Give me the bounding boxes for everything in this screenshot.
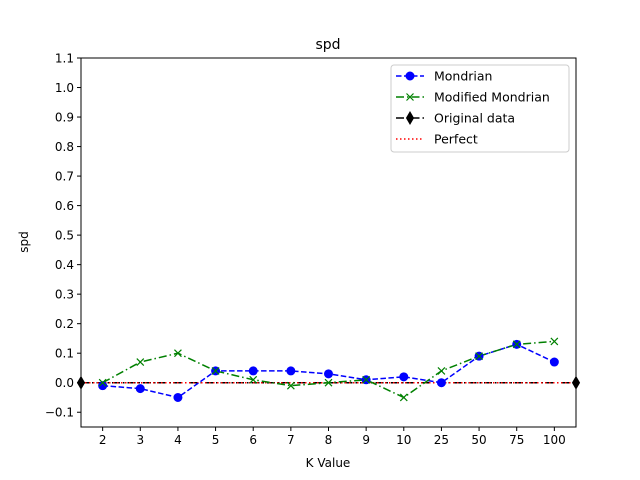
mondrian-point [286,366,296,376]
chart-title: spd [315,37,340,53]
y-tick-label: 0.3 [55,288,74,302]
x-tick-label: 10 [396,433,411,447]
modified-mondrian-point [437,366,446,375]
modified-mondrian-point [174,349,182,358]
y-tick-label: 0.7 [55,170,74,184]
legend-swatch-marker [405,111,415,125]
y-tick-label: 0.2 [55,317,74,331]
x-tick-label: 75 [509,433,524,447]
legend-item-original-data: Original data [396,111,515,126]
mondrian-point [436,378,446,388]
legend-label: Original data [434,111,515,126]
x-tick-label: 9 [362,433,370,447]
mondrian-point [399,372,409,382]
y-tick-label: 1.1 [55,52,74,66]
modified-mondrian-point [399,393,408,402]
x-tick-label: 6 [249,433,257,447]
y-tick-label: 0.4 [55,258,74,272]
legend: Mondrian Modified Mondrian Original data Pe… [390,64,570,153]
legend-item-perfect: Perfect [396,132,478,147]
modified-mondrian-point [136,358,145,366]
x-tick-label: 100 [543,433,566,447]
legend-swatch-marker [406,93,414,101]
y-axis: −0.1 0.0 0.1 0.2 0.3 0.4 0.5 0.6 0.7 0.8 0.9 1.0 1.1 [45,52,81,420]
legend-box [390,64,570,153]
modified-mondrian-point [211,366,220,375]
mondrian-point [549,357,559,367]
x-tick-label: 8 [325,433,333,447]
legend-label: Modified Mondrian [434,90,550,105]
legend-label: Mondrian [434,69,492,84]
x-tick-label: 7 [287,433,295,447]
modified-mondrian-point [362,375,371,384]
modified-mondrian-point [286,381,295,390]
mondrian-point [173,392,183,402]
x-tick-label: 2 [99,433,107,447]
modified-mondrian-point [550,337,559,346]
modified-mondrian-point [324,378,333,387]
modified-mondrian-point [98,378,107,387]
legend-item-modified-mondrian: Modified Mondrian [396,90,550,105]
modified-mondrian-point [512,340,521,349]
mondrian-point [98,381,108,391]
x-axis: 2 3 4 5 6 7 8 9 10 25 50 75 100 [99,427,566,447]
x-axis-label: K Value [306,456,351,470]
y-tick-label: −0.1 [45,406,74,420]
x-tick-label: 25 [434,433,449,447]
y-axis-label: spd [17,231,31,253]
y-tick-label: 0.0 [55,376,74,390]
y-tick-label: 0.8 [55,140,74,154]
y-tick-label: 0.1 [55,347,74,361]
x-tick-label: 4 [174,433,182,447]
modified-mondrian-point [249,375,258,384]
legend-label: Perfect [434,132,478,147]
mondrian-point [135,384,145,394]
legend-swatch-marker [405,71,415,81]
x-tick-label: 5 [212,433,220,447]
y-tick-label: 0.5 [55,229,74,243]
y-tick-label: 0.9 [55,111,74,125]
mondrian-point [248,366,258,376]
modified-mondrian-point [475,352,483,361]
y-tick-label: 0.6 [55,199,74,213]
y-tick-label: 1.0 [55,81,74,95]
x-tick-label: 50 [471,433,486,447]
mondrian-point [324,369,333,379]
legend-item-mondrian: Mondrian [396,69,492,84]
x-tick-label: 3 [136,433,144,447]
